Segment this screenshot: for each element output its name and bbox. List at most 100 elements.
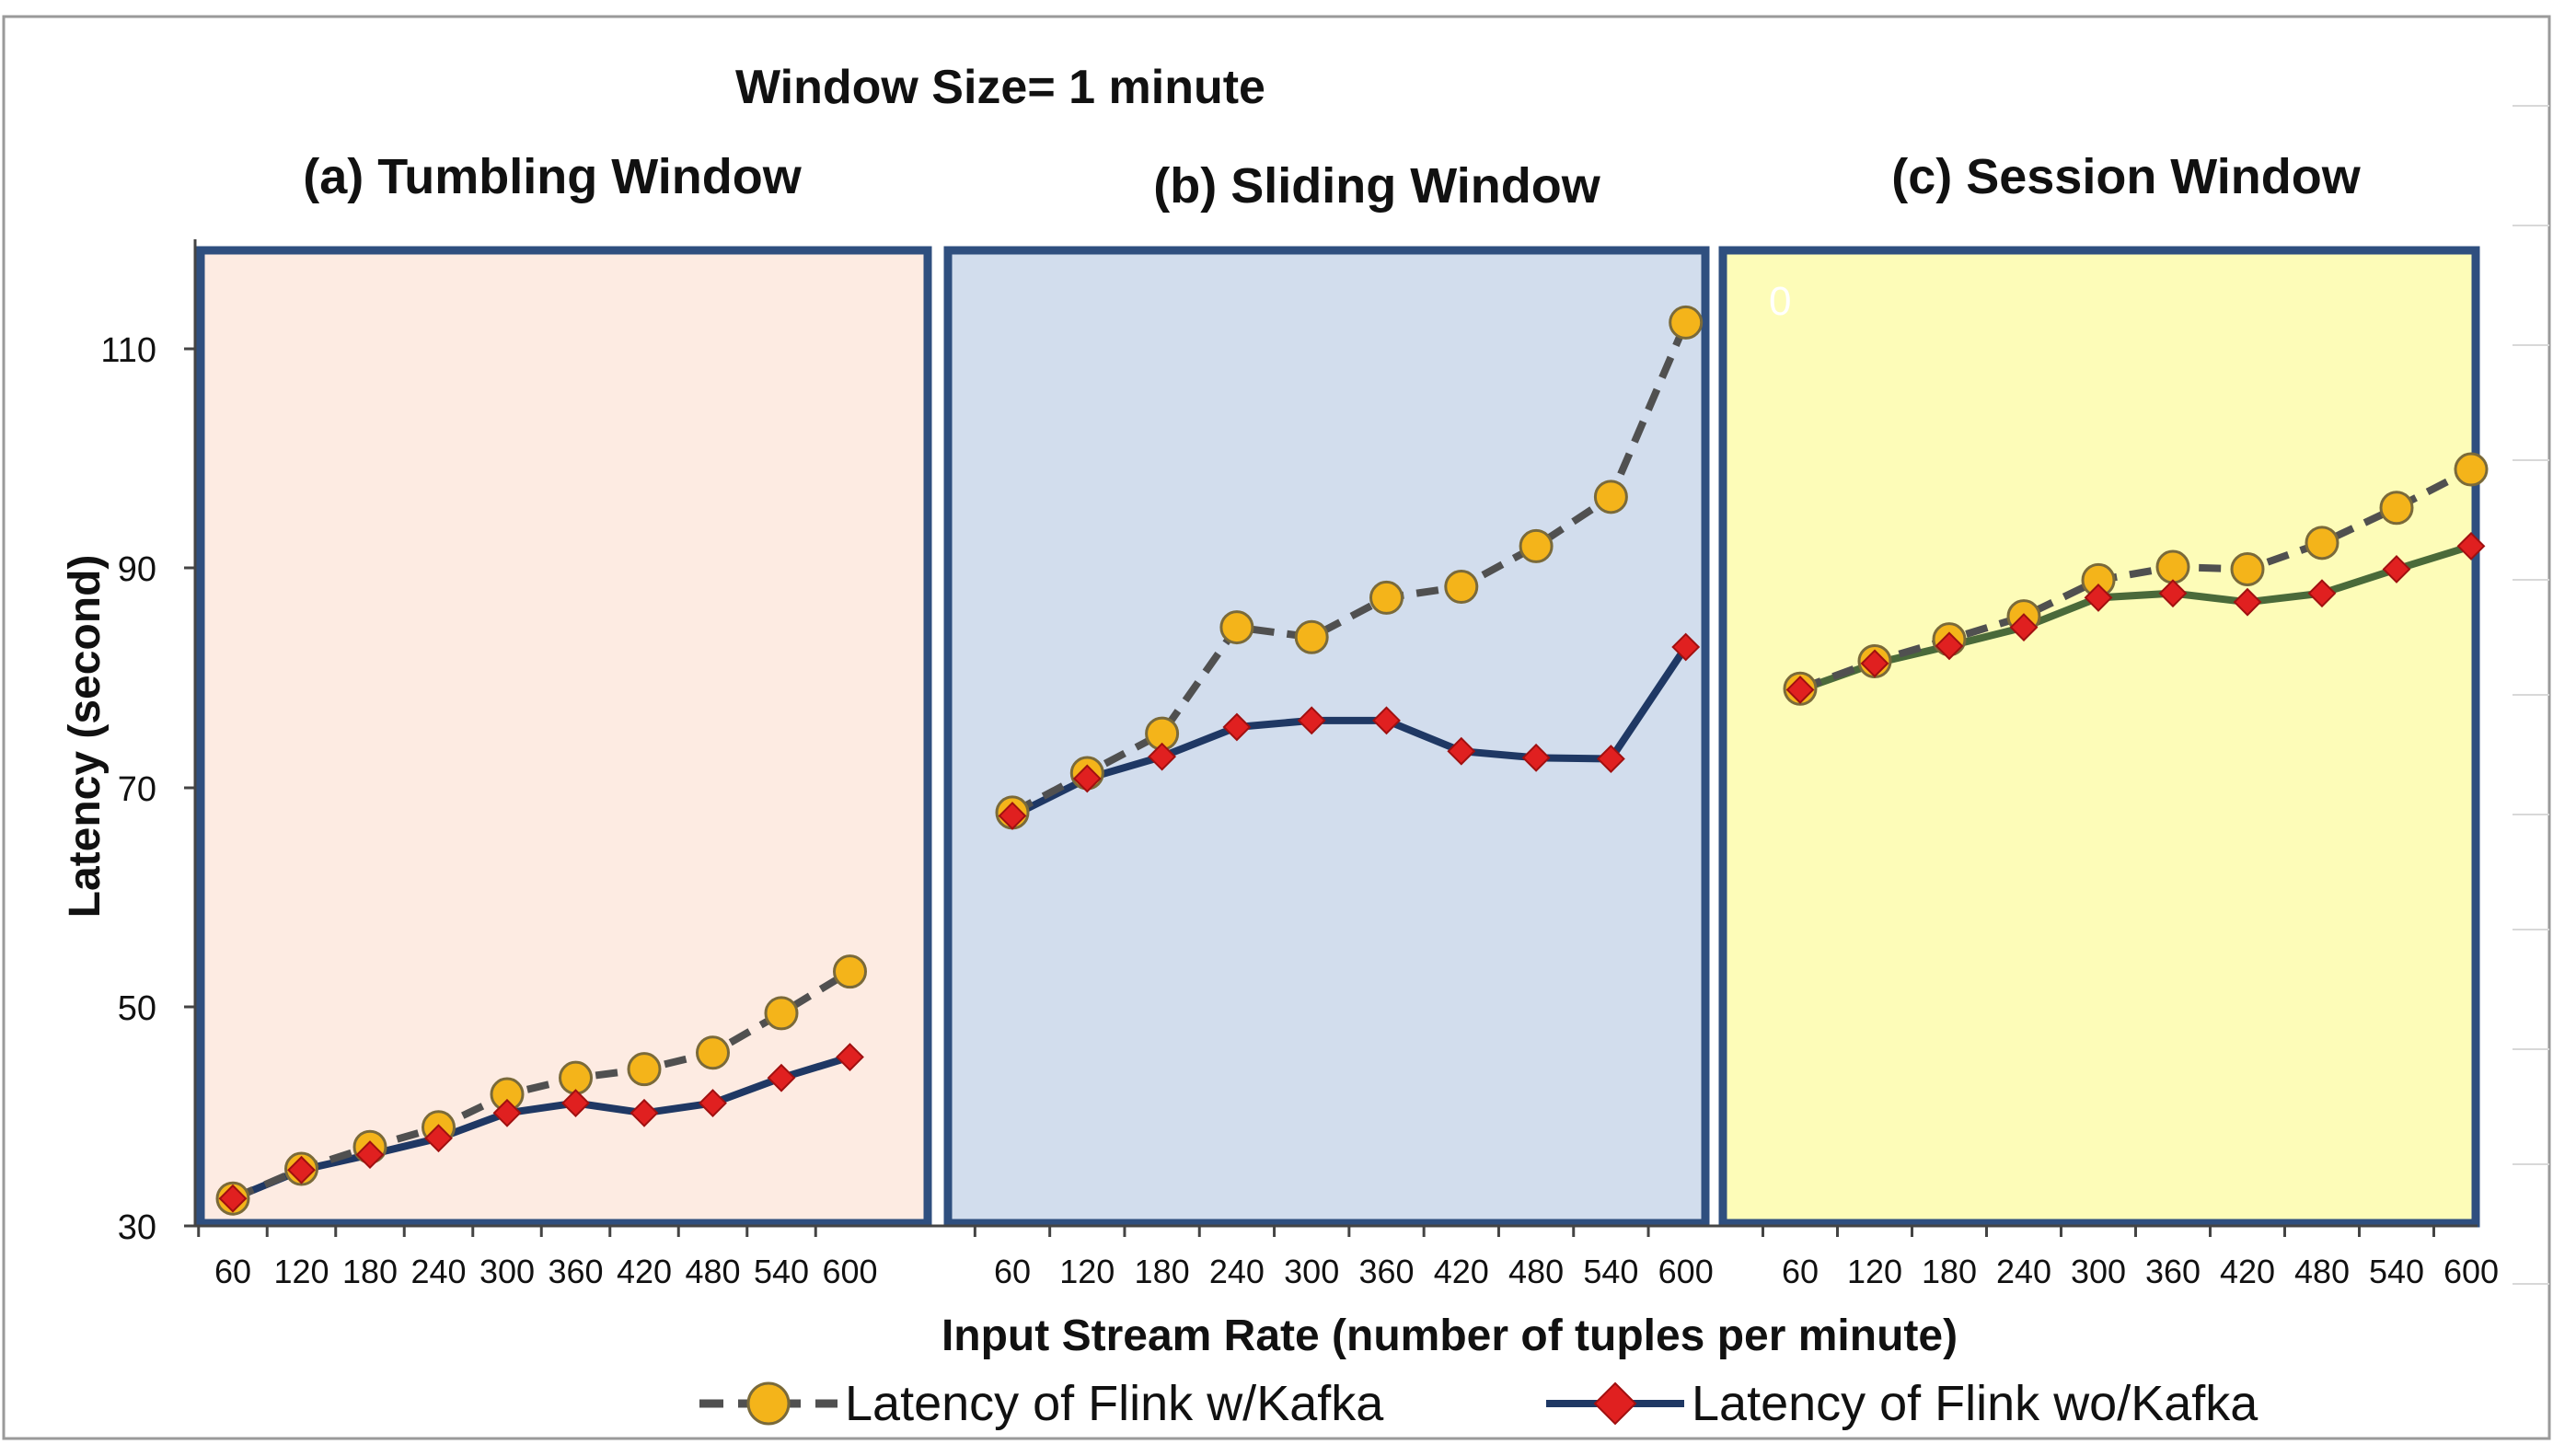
series-line-flink-wo-kafka [1798, 542, 2473, 694]
x-tick-label: 480 [685, 1253, 740, 1290]
data-point-flink-w-kafka [1294, 619, 1329, 654]
data-point-flink-wo-kafka [2233, 587, 2262, 617]
y-tick-label: 90 [118, 550, 156, 589]
x-tick-label: 180 [342, 1253, 398, 1290]
x-tick-label: 180 [1135, 1253, 1190, 1290]
data-point-flink-wo-kafka [767, 1063, 796, 1092]
data-point-flink-wo-kafka [998, 802, 1027, 830]
x-tick-label: 240 [410, 1253, 466, 1290]
data-point-flink-wo-kafka [424, 1124, 453, 1153]
x-tick-label: 420 [1434, 1253, 1489, 1290]
x-tick-label: 60 [1782, 1253, 1819, 1290]
x-tick-label: 540 [2369, 1253, 2424, 1290]
data-point-flink-w-kafka [1219, 610, 1254, 645]
series-line-flink-w-kafka [1011, 320, 1690, 816]
data-point-flink-wo-kafka [2009, 613, 2039, 641]
panel-title-tumbling: (a) Tumbling Window [303, 149, 802, 204]
data-point-flink-wo-kafka [1785, 676, 1815, 704]
panel-background-sliding [943, 246, 1710, 1228]
y-tick-label: 50 [118, 989, 156, 1028]
data-point-flink-w-kafka [2305, 526, 2339, 560]
series-line-flink-wo-kafka [1011, 644, 1690, 820]
data-point-flink-w-kafka [696, 1035, 730, 1070]
data-point-flink-wo-kafka [561, 1089, 590, 1117]
data-point-flink-wo-kafka [2307, 579, 2337, 608]
data-point-flink-wo-kafka [1072, 764, 1102, 793]
spreadsheet-gridlines [2513, 105, 2549, 1285]
stray-zero-label: 0 [1769, 279, 1791, 324]
data-point-flink-w-kafka [2230, 551, 2265, 586]
data-point-flink-w-kafka [1519, 528, 1554, 563]
x-tick-label: 180 [1922, 1253, 1977, 1290]
x-tick-label: 240 [1996, 1253, 2051, 1290]
x-tick-label: 600 [1658, 1253, 1714, 1290]
data-point-flink-w-kafka [1593, 480, 1628, 514]
data-point-flink-wo-kafka [287, 1155, 316, 1184]
x-tick-label: 240 [1209, 1253, 1265, 1290]
data-point-flink-wo-kafka [630, 1098, 659, 1127]
panel-title-session: (c) Session Window [1891, 149, 2362, 204]
data-point-flink-w-kafka [1444, 570, 1479, 605]
series-line-flink-w-kafka [231, 968, 852, 1202]
data-point-flink-wo-kafka [2158, 579, 2188, 608]
data-point-flink-w-kafka [764, 996, 799, 1031]
data-point-flink-wo-kafka [1447, 736, 1476, 766]
x-tick-label: 600 [822, 1253, 877, 1290]
data-point-flink-wo-kafka [1222, 712, 1252, 742]
data-point-flink-w-kafka [1369, 580, 1404, 615]
x-axis-ticks: 60 120 180 240 300 360 420 480 540 600 60 120 180 240… [197, 1226, 2499, 1290]
data-point-flink-w-kafka [627, 1052, 662, 1087]
x-tick-label: 540 [754, 1253, 809, 1290]
data-point-flink-w-kafka [559, 1060, 593, 1095]
y-axis-ticks: 30 50 70 90 110 [100, 331, 195, 1247]
x-tick-label: 360 [2145, 1253, 2201, 1290]
data-point-flink-wo-kafka [836, 1043, 864, 1071]
data-point-flink-w-kafka [833, 954, 867, 989]
y-tick-label: 70 [118, 770, 156, 809]
x-axis-label: Input Stream Rate (number of tuples per … [941, 1312, 1958, 1360]
panel-title-sliding: (b) Sliding Window [1153, 158, 1600, 214]
data-point-flink-w-kafka [2379, 491, 2414, 526]
x-tick-label: 600 [2443, 1253, 2499, 1290]
data-point-flink-w-kafka [2454, 452, 2489, 487]
x-tick-label: 60 [214, 1253, 251, 1290]
y-tick-label: 30 [118, 1208, 156, 1247]
data-point-flink-wo-kafka [1935, 631, 1964, 661]
legend: Latency of Flink w/Kafka Latency of Flin… [699, 1376, 2258, 1431]
x-tick-label: 420 [2220, 1253, 2275, 1290]
x-tick-label: 480 [2294, 1253, 2350, 1290]
y-axis-label: Latency (second) [61, 555, 110, 919]
data-point-flink-wo-kafka [1521, 743, 1551, 772]
panel-background-session [1718, 246, 2480, 1228]
series-line-flink-wo-kafka [231, 1053, 851, 1202]
x-tick-label: 120 [273, 1253, 329, 1290]
data-point-flink-wo-kafka [2084, 583, 2113, 612]
y-tick-label: 110 [100, 331, 156, 370]
legend-nokafka-diamond-marker [1593, 1381, 1637, 1426]
data-point-flink-w-kafka [2155, 549, 2190, 584]
x-tick-label: 300 [1284, 1253, 1339, 1290]
x-tick-label: 120 [1059, 1253, 1115, 1290]
legend-kafka-circle-marker [746, 1381, 791, 1426]
legend-nokafka-label: Latency of Flink wo/Kafka [1692, 1376, 2258, 1431]
x-tick-label: 480 [1508, 1253, 1564, 1290]
series-line-flink-w-kafka [1798, 466, 2473, 693]
data-point-flink-wo-kafka [1860, 649, 1889, 678]
data-point-flink-wo-kafka [2456, 532, 2486, 560]
data-point-flink-wo-kafka [492, 1098, 522, 1127]
data-point-flink-wo-kafka [1372, 706, 1401, 735]
data-point-flink-wo-kafka [2382, 555, 2411, 584]
x-tick-label: 420 [617, 1253, 672, 1290]
x-tick-label: 300 [479, 1253, 535, 1290]
legend-kafka-label: Latency of Flink w/Kafka [845, 1376, 1384, 1431]
x-tick-label: 360 [1358, 1253, 1414, 1290]
data-point-flink-wo-kafka [699, 1089, 727, 1117]
x-tick-label: 540 [1583, 1253, 1638, 1290]
series-layer [215, 305, 2489, 1216]
data-point-flink-wo-kafka [1671, 632, 1701, 662]
x-tick-label: 300 [2071, 1253, 2126, 1290]
data-point-flink-w-kafka [1669, 305, 1704, 340]
x-tick-label: 360 [548, 1253, 603, 1290]
data-point-flink-wo-kafka [1596, 745, 1625, 773]
x-tick-label: 60 [994, 1253, 1031, 1290]
